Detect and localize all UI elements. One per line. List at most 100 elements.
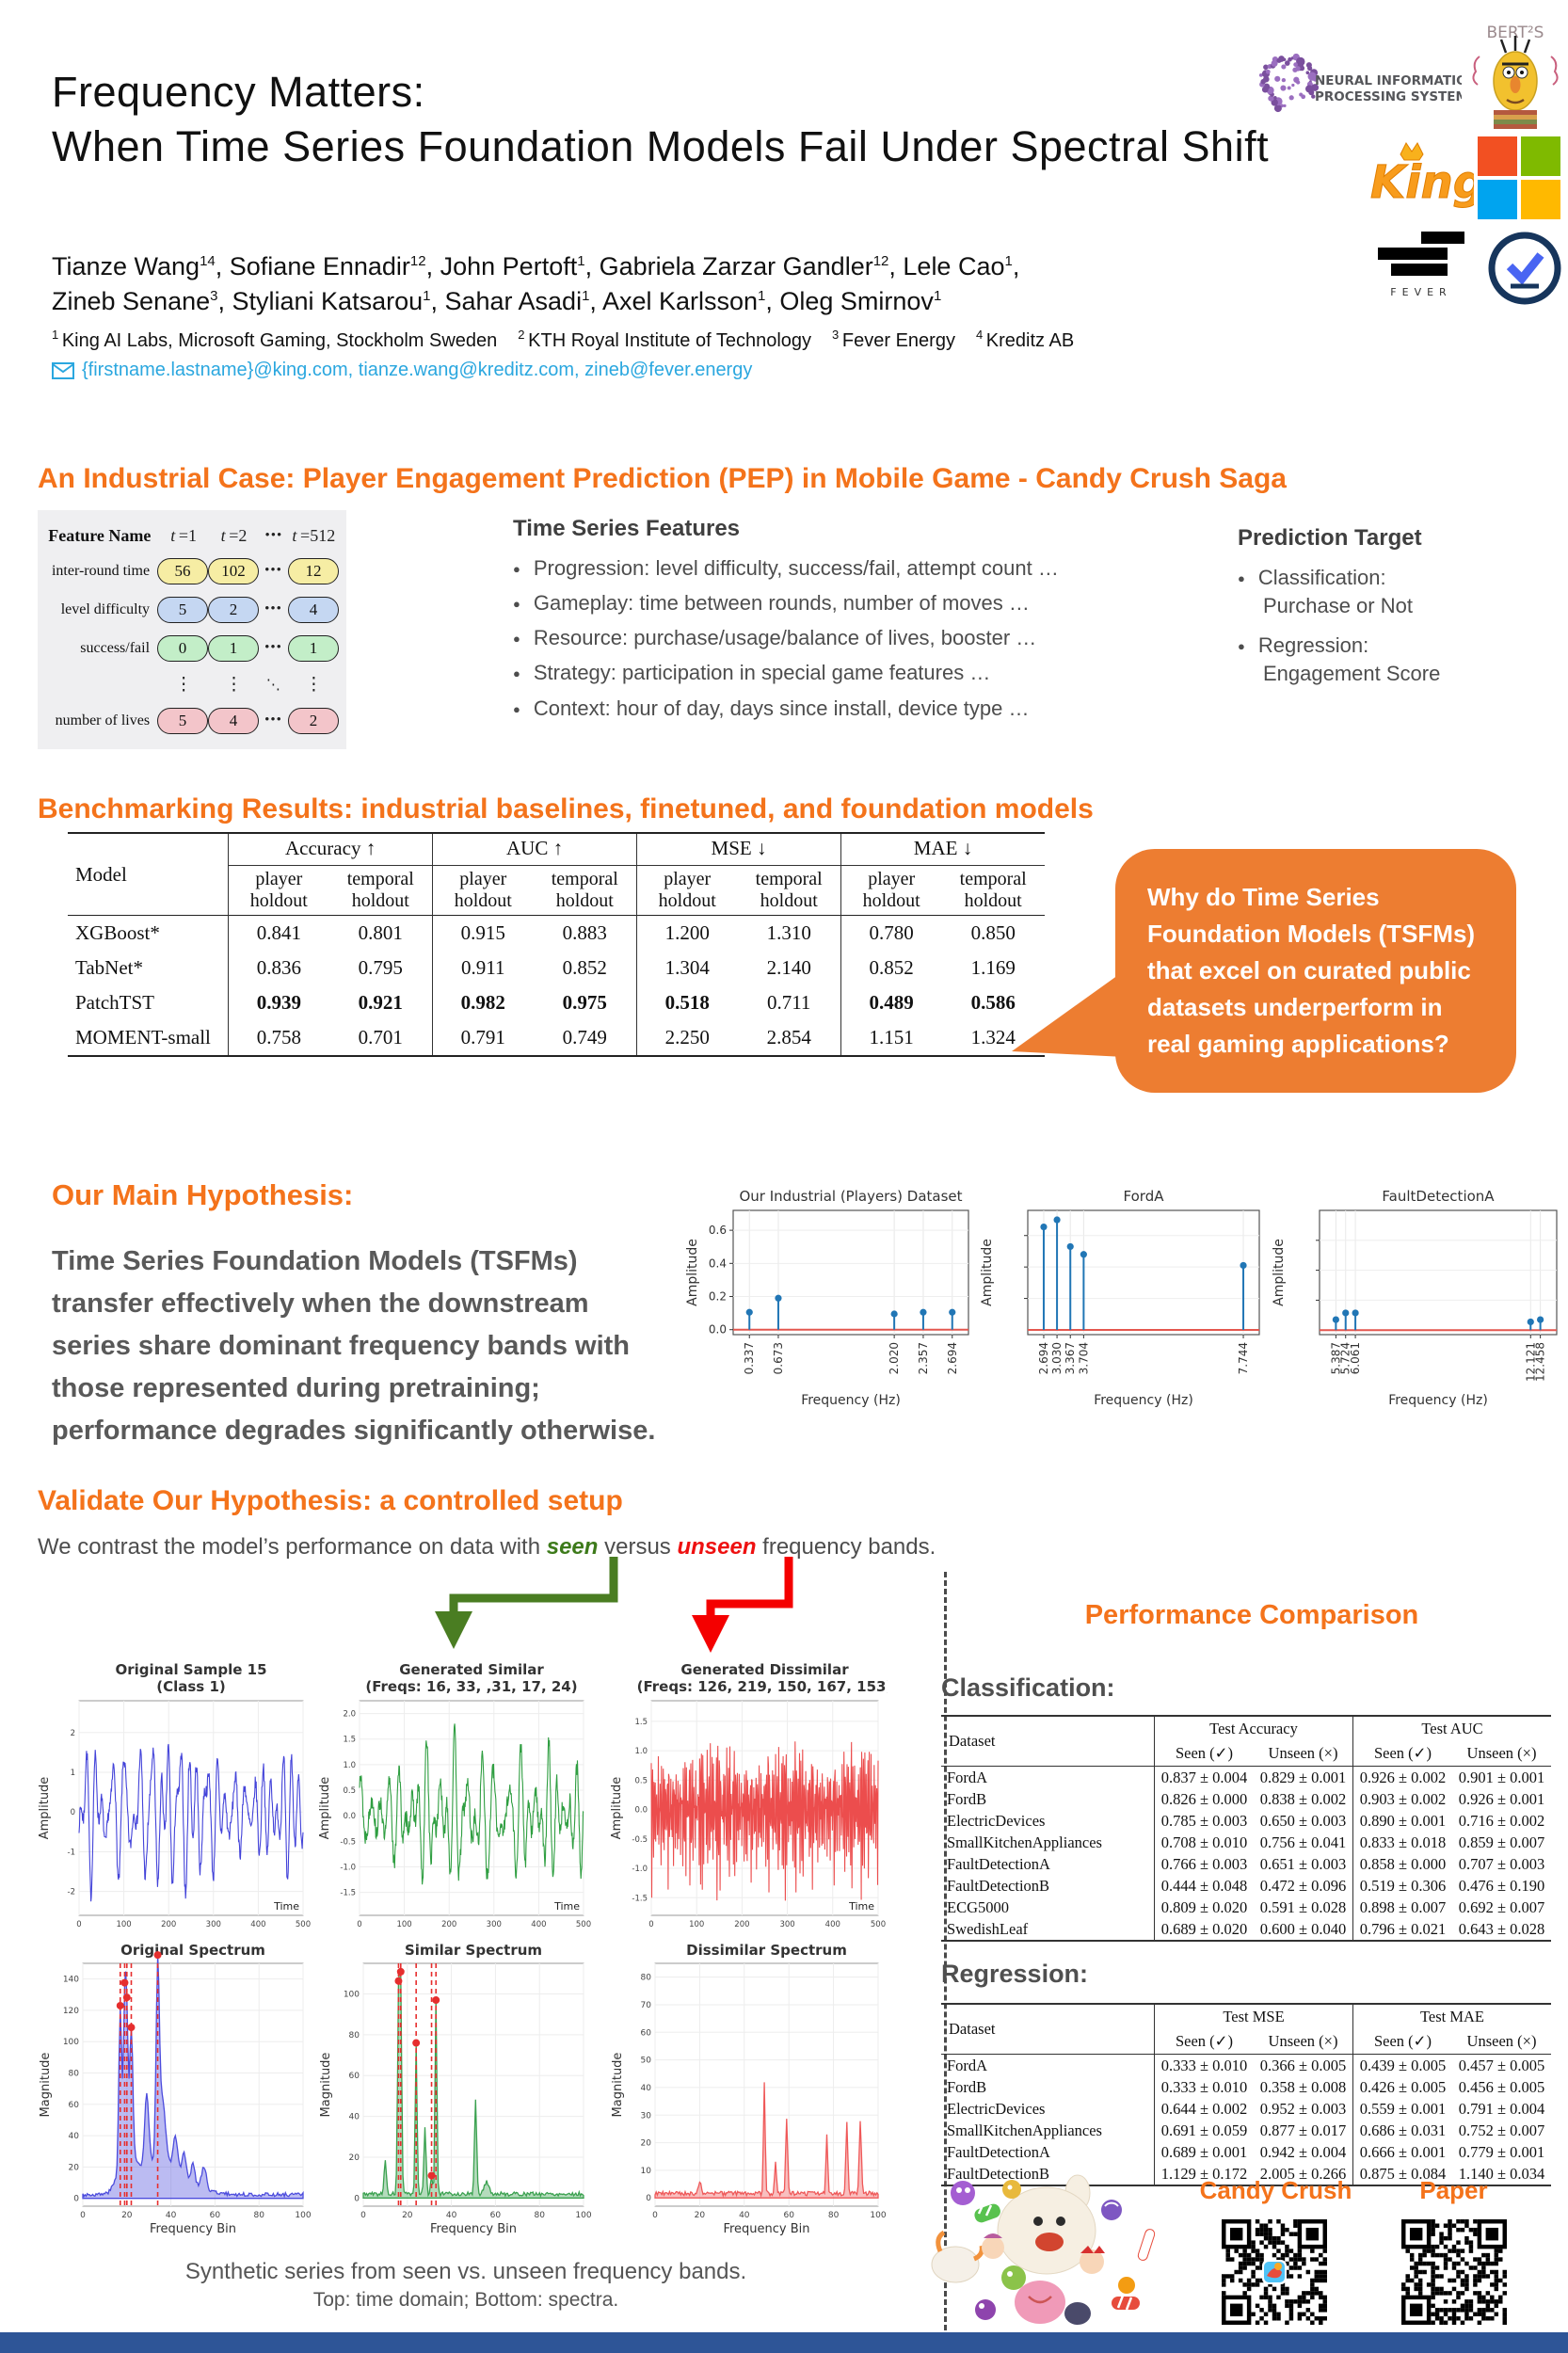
table-row: FaultDetectionA 0.766 ± 0.003 0.651 ± 0.00… <box>941 1853 1551 1875</box>
email-text: {firstname.lastname}@king.com, tianze.wa… <box>82 360 753 380</box>
author-name: Tianze Wang <box>52 252 200 280</box>
svg-text:1.0: 1.0 <box>343 1761 356 1770</box>
author-name: Sofiane Ennadir <box>229 252 410 280</box>
svg-text:2: 2 <box>71 1729 75 1738</box>
svg-text:0: 0 <box>76 1920 81 1929</box>
svg-text:-1.0: -1.0 <box>340 1863 356 1872</box>
svg-text:500: 500 <box>576 1920 591 1929</box>
svg-text:5.387: 5.387 <box>1329 1342 1342 1374</box>
svg-text:(Freqs: 126, 219, 150, 167, 15: (Freqs: 126, 219, 150, 167, 153) <box>637 1678 888 1695</box>
chart-industrial-frequency: Our Industrial (Players) Dataset 0.0 0.2 0.… <box>685 1188 969 1408</box>
svg-text:50: 50 <box>641 2057 652 2066</box>
svg-text:400: 400 <box>531 1920 546 1929</box>
candy-crush-qr-label: Candy Crush <box>1199 2176 1352 2204</box>
svg-text:Frequency (Hz): Frequency (Hz) <box>1388 1393 1488 1408</box>
svg-text:1.5: 1.5 <box>343 1736 356 1745</box>
svg-text:-0.5: -0.5 <box>340 1837 356 1847</box>
svg-text:60: 60 <box>210 2211 221 2220</box>
svg-text:500: 500 <box>871 1920 886 1929</box>
paper-qr-label: Paper <box>1419 2176 1488 2204</box>
table-row: FordA 0.837 ± 0.004 0.829 ± 0.001 0.926 ± 0… <box>941 1766 1551 1788</box>
svg-text:0: 0 <box>648 1920 653 1929</box>
svg-text:120: 120 <box>63 2007 79 2016</box>
chart-similar-spectrum: Similar Spectrum 0 20 40 60 80 100 0 20 40 60 80 100… <box>319 1942 592 2236</box>
table-row: MOMENT-small 0.758 0.701 0.791 0.749 2.250 2.8… <box>68 1020 1045 1056</box>
svg-text:Amplitude: Amplitude <box>980 1239 995 1306</box>
section-industrial-heading: An Industrial Case: Player Engagement Pr… <box>38 463 1287 494</box>
target-bullets: ● Classification: Purchase or Not ● Regressi… <box>1238 565 1548 688</box>
table-row: FordB 0.826 ± 0.000 0.838 ± 0.002 0.903 ± 0… <box>941 1788 1551 1810</box>
svg-text:60: 60 <box>783 2211 794 2220</box>
svg-text:60: 60 <box>349 2072 360 2081</box>
feature-bullet: ● Gameplay: time between rounds, number o… <box>513 591 1030 616</box>
svg-text:Frequency (Hz): Frequency (Hz) <box>801 1393 901 1408</box>
target-bullet: ● Classification: Purchase or Not <box>1238 566 1413 618</box>
table-row: SwedishLeaf 0.689 ± 0.020 0.600 ± 0.040 0.7… <box>941 1918 1551 1941</box>
svg-text:40: 40 <box>349 2113 360 2122</box>
svg-text:0.0: 0.0 <box>343 1812 356 1821</box>
svg-text:100: 100 <box>396 1920 411 1929</box>
svg-text:Similar Spectrum: Similar Spectrum <box>405 1942 542 1959</box>
author-name: Gabriela Zarzar Gandler <box>599 252 873 280</box>
svg-text:200: 200 <box>441 1920 456 1929</box>
svg-text:Magnitude: Magnitude <box>39 2053 53 2118</box>
svg-text:12.121: 12.121 <box>1524 1342 1537 1382</box>
svg-text:200: 200 <box>161 1920 176 1929</box>
callout-bubble: Why do Time Series Foundation Models (TS… <box>1115 849 1516 1093</box>
regression-table: Dataset Test MSE Test MAE Seen (✓) Unseen (×… <box>941 2003 1551 2186</box>
svg-text:0.4: 0.4 <box>709 1257 727 1270</box>
svg-text:Amplitude: Amplitude <box>1272 1239 1287 1306</box>
svg-text:Magnitude: Magnitude <box>319 2053 333 2118</box>
feature-row: level difficulty 5 2 ••• 4 <box>45 590 339 629</box>
feature-bullet: ● Context: hour of day, days since instal… <box>513 696 1030 720</box>
sentence-text: We contrast the model’s performance on d… <box>38 1534 547 1560</box>
svg-text:140: 140 <box>63 1976 79 1985</box>
svg-text:100: 100 <box>689 1920 704 1929</box>
svg-text:60: 60 <box>641 2028 652 2038</box>
svg-text:NEURAL INFORMATION: NEURAL INFORMATION <box>1315 73 1462 88</box>
seen-unseen-arrows <box>435 1557 793 1653</box>
svg-text:20: 20 <box>69 2163 80 2172</box>
svg-text:40: 40 <box>446 2211 457 2220</box>
time-series-features-block: Time Series Features ● Progression: level… <box>513 516 1209 730</box>
microsoft-logo <box>1476 135 1562 226</box>
author-name: Axel Karlsson <box>601 287 759 315</box>
svg-text:20: 20 <box>121 2211 133 2220</box>
svg-text:400: 400 <box>250 1920 265 1929</box>
affiliation: Fever Energy <box>841 329 955 351</box>
table-row: PatchTST 0.939 0.921 0.982 0.975 0.518 0.711 0.… <box>68 985 1045 1020</box>
svg-text:Generated Dissimilar: Generated Dissimilar <box>680 1661 849 1678</box>
svg-text:60: 60 <box>69 2101 80 2110</box>
poster-title-line1: Frequency Matters: <box>52 68 425 116</box>
svg-text:0: 0 <box>357 1920 361 1929</box>
svg-text:0.0: 0.0 <box>634 1806 648 1816</box>
fever-logo: FEVER <box>1372 232 1471 310</box>
svg-text:30: 30 <box>641 2111 652 2121</box>
svg-text:Our Industrial (Players) Datas: Our Industrial (Players) Dataset <box>739 1188 962 1205</box>
svg-text:20: 20 <box>641 2139 652 2149</box>
feature-bullet: ● Strategy: participation in special game… <box>513 661 991 685</box>
table-row: FordA 0.333 ± 0.010 0.366 ± 0.005 0.439 ± 0… <box>941 2054 1551 2076</box>
svg-text:300: 300 <box>487 1920 502 1929</box>
hypothesis-text: Time Series Foundation Models (TSFMs) tr… <box>52 1246 656 1446</box>
affiliation: Kreditz AB <box>985 329 1075 351</box>
svg-text:12.458: 12.458 <box>1534 1342 1547 1382</box>
svg-text:20: 20 <box>402 2211 413 2220</box>
author-name: John Pertoft <box>440 252 578 280</box>
prediction-target-block: Prediction Target ● Classification: Purcha… <box>1238 525 1548 701</box>
svg-text:20: 20 <box>695 2211 706 2220</box>
svg-text:10: 10 <box>641 2167 652 2176</box>
benchmark-table: Model Accuracy ↑ AUC ↑ MSE ↓ MAE ↓ player hol… <box>68 832 1045 1057</box>
author-name: Styliani Katsarou <box>232 287 424 315</box>
svg-text:Frequency Bin: Frequency Bin <box>150 2222 236 2236</box>
svg-text:100: 100 <box>295 2211 311 2220</box>
svg-text:0.337: 0.337 <box>743 1342 756 1374</box>
svg-text:FEVER: FEVER <box>1390 286 1451 298</box>
candy-crush-characters-image <box>927 2172 1167 2342</box>
paper-qr-code <box>1396 2214 1512 2330</box>
svg-text:King: King <box>1370 156 1474 209</box>
authors-line2: Zineb Senane3, Styliani Katsarou1, Sahar… <box>52 287 942 315</box>
svg-text:FordA: FordA <box>1124 1188 1165 1205</box>
svg-text:3.704: 3.704 <box>1077 1342 1090 1374</box>
unseen-arrow <box>706 1557 793 1617</box>
